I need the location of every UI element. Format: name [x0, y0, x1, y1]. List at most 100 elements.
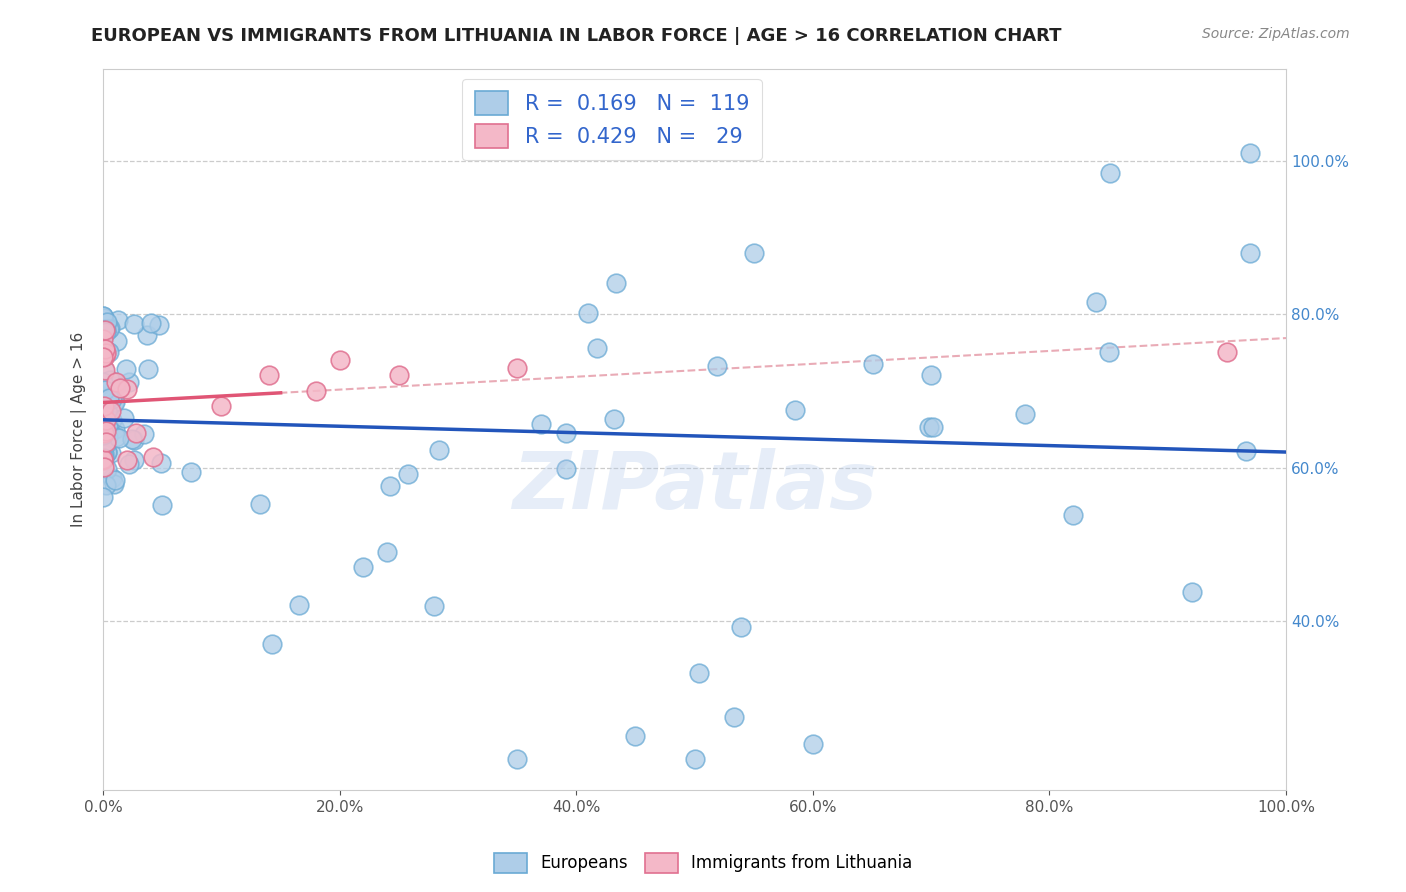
Point [920, 368, 942, 383]
Point [94, 435, 117, 450]
Point [260, 637, 283, 651]
Point [93, 399, 115, 413]
Point [104, 473, 127, 487]
Point [783, 402, 806, 417]
Point [107, 431, 129, 445]
Point [94, 323, 117, 337]
Point [94, 323, 117, 337]
Point [801, 737, 824, 751]
Point [136, 362, 159, 376]
Point [862, 357, 884, 371]
Point [1084, 295, 1107, 310]
Point [93, 383, 115, 397]
Point [506, 752, 529, 766]
Legend: R =  0.169   N =  119, R =  0.429   N =   29: R = 0.169 N = 119, R = 0.429 N = 29 [463, 78, 762, 161]
Point [93, 407, 115, 421]
Point [91, 337, 114, 351]
Point [118, 376, 141, 390]
Point [605, 276, 627, 290]
Point [93, 425, 115, 440]
Point [603, 412, 626, 426]
Point [378, 479, 401, 493]
Point [91, 327, 114, 342]
Point [288, 598, 311, 612]
Point [91, 332, 114, 346]
Point [730, 620, 752, 634]
Point [94, 320, 117, 334]
Point [91, 451, 114, 466]
Point [921, 419, 943, 434]
Point [1097, 345, 1119, 359]
Point [91, 341, 114, 355]
Point [103, 477, 125, 491]
Point [91, 445, 114, 459]
Point [688, 665, 710, 680]
Point [423, 599, 446, 613]
Point [506, 360, 529, 375]
Point [98, 321, 121, 335]
Point [104, 395, 127, 409]
Point [211, 399, 233, 413]
Point [93, 322, 115, 336]
Point [249, 497, 271, 511]
Point [104, 379, 127, 393]
Point [1234, 443, 1257, 458]
Point [94, 478, 117, 492]
Point [257, 368, 280, 383]
Point [98, 391, 121, 405]
Point [723, 710, 745, 724]
Point [93, 350, 115, 364]
Point [375, 544, 398, 558]
Point [1062, 508, 1084, 522]
Point [530, 417, 553, 432]
Point [555, 462, 578, 476]
Point [125, 426, 148, 441]
Point [105, 334, 128, 349]
Point [142, 450, 165, 464]
Point [1216, 345, 1239, 359]
Point [91, 309, 114, 323]
Point [388, 368, 411, 383]
Point [110, 381, 132, 395]
Point [97, 322, 120, 336]
Point [706, 359, 728, 373]
Point [555, 426, 578, 441]
Text: Source: ZipAtlas.com: Source: ZipAtlas.com [1202, 27, 1350, 41]
Point [91, 446, 114, 460]
Point [91, 405, 114, 419]
Point [96, 437, 118, 451]
Point [1239, 145, 1261, 160]
Point [93, 427, 115, 442]
Point [149, 456, 172, 470]
Point [93, 309, 115, 323]
Text: ZIPatlas: ZIPatlas [512, 448, 877, 526]
Point [94, 346, 117, 360]
Point [1181, 585, 1204, 599]
Point [100, 412, 122, 426]
Point [96, 422, 118, 436]
Point [91, 453, 114, 467]
Point [91, 415, 114, 429]
Point [93, 490, 115, 504]
Point [742, 245, 765, 260]
Point [122, 452, 145, 467]
Point [150, 498, 173, 512]
Point [352, 560, 374, 574]
Point [100, 446, 122, 460]
Point [94, 343, 117, 357]
Point [124, 317, 146, 331]
Point [91, 375, 114, 389]
Point [98, 373, 121, 387]
Point [624, 729, 647, 743]
Point [91, 323, 114, 337]
Point [105, 375, 128, 389]
Legend: Europeans, Immigrants from Lithuania: Europeans, Immigrants from Lithuania [486, 847, 920, 880]
Point [94, 424, 117, 438]
Point [104, 430, 127, 444]
Point [97, 430, 120, 444]
Point [107, 313, 129, 327]
Point [100, 404, 122, 418]
Point [148, 318, 170, 332]
Point [305, 384, 328, 398]
Point [93, 447, 115, 461]
